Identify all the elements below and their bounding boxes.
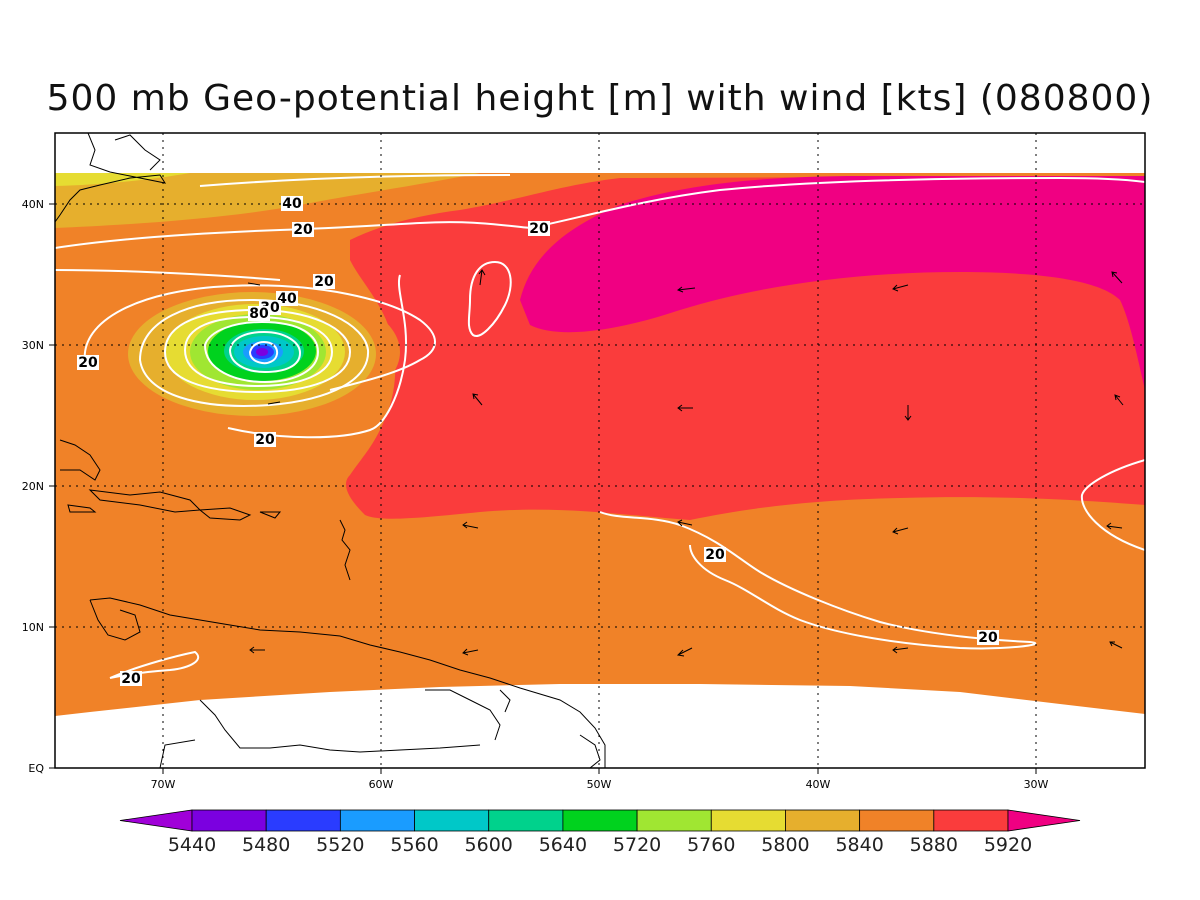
colorbar-swatch (710, 809, 786, 832)
colorbar-swatch (859, 809, 935, 832)
colorbar-label: 5920 (984, 834, 1032, 856)
field-5840 (55, 173, 480, 228)
lon-tick-label: 60W (369, 778, 394, 791)
colorbar-label: 5600 (465, 834, 513, 856)
contour-label-group: 40 20 20 20 20 40 30 80 20 20 20 20 (77, 196, 999, 687)
colorbar: 5440 5480 5520 5560 5600 5640 5720 5760 5800 5840… (119, 809, 1081, 856)
no-data-south (55, 684, 1145, 768)
svg-text:20: 20 (978, 630, 998, 646)
contour-label: 20 (977, 630, 999, 646)
lon-tick-label: 40W (806, 778, 831, 791)
colorbar-swatch (488, 809, 564, 832)
lon-axis-labels: 70W 60W 50W 40W 30W (151, 778, 1049, 791)
colorbar-swatch (1007, 809, 1081, 832)
svg-text:20: 20 (293, 222, 313, 238)
svg-text:40: 40 (277, 291, 297, 307)
colorbar-label: 5440 (168, 834, 216, 856)
grid-lines (55, 133, 1145, 768)
lat-tick-label: EQ (28, 762, 44, 775)
colorbar-swatch (414, 809, 490, 832)
colorbar-label: 5840 (835, 834, 883, 856)
svg-text:40: 40 (282, 196, 302, 212)
colorbar-label: 5480 (242, 834, 290, 856)
colorbar-swatch (636, 809, 712, 832)
lon-tick-label: 70W (151, 778, 176, 791)
colorbar-label: 5520 (316, 834, 364, 856)
lat-tick-label: 30N (22, 339, 44, 352)
contour-label: 20 (704, 547, 726, 563)
contour-label: 20 (528, 221, 550, 237)
colorbar-label: 5720 (613, 834, 661, 856)
colorbar-label: 5560 (390, 834, 438, 856)
colorbar-swatch (933, 809, 1009, 832)
lat-tick-label: 40N (22, 198, 44, 211)
svg-text:20: 20 (705, 547, 725, 563)
colorbar-label: 5760 (687, 834, 735, 856)
svg-text:20: 20 (255, 432, 275, 448)
lat-tick-label: 10N (22, 621, 44, 634)
svg-text:20: 20 (78, 355, 98, 371)
svg-text:20: 20 (529, 221, 549, 237)
field-5960 (520, 176, 1145, 390)
colorbar-swatch (562, 809, 638, 832)
wind-vectors (247, 269, 1124, 657)
map-area: 40 20 20 20 20 40 30 80 20 20 20 20 (55, 133, 1145, 768)
contour-label: 80 (248, 306, 270, 322)
colorbar-swatch (785, 809, 861, 832)
svg-text:80: 80 (249, 306, 269, 322)
contour-label: 20 (254, 432, 276, 448)
colorbar-swatch (191, 809, 267, 832)
svg-text:20: 20 (314, 274, 334, 290)
colorbar-swatch (265, 809, 341, 832)
tick-marks (49, 203, 1037, 774)
lon-tick-label: 50W (587, 778, 612, 791)
lon-tick-label: 30W (1024, 778, 1049, 791)
colorbar-label: 5640 (539, 834, 587, 856)
contour-label: 20 (120, 671, 142, 687)
colorbar-swatch (339, 809, 415, 832)
contour-label: 40 (276, 291, 298, 307)
colorbar-label: 5800 (761, 834, 809, 856)
colorbar-label: 5880 (910, 834, 958, 856)
map-title: 500 mb Geo-potential height [m] with win… (46, 78, 1154, 119)
svg-text:20: 20 (121, 671, 141, 687)
map-frame (54, 132, 1146, 769)
lat-tick-label: 20N (22, 480, 44, 493)
no-data-north (55, 133, 1145, 173)
colorbar-swatch (119, 809, 193, 832)
contour-label: 40 (281, 196, 303, 212)
coastlines (55, 133, 606, 768)
contour-label: 20 (77, 355, 99, 371)
contour-label: 20 (292, 222, 314, 238)
lat-axis-labels: 40N 30N 20N 10N EQ (22, 198, 45, 775)
contour-label: 20 (313, 274, 335, 290)
